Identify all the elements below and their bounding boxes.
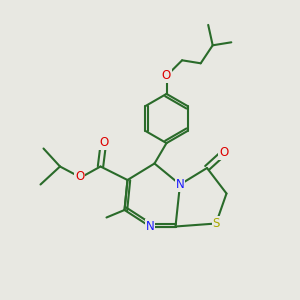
Text: O: O bbox=[162, 69, 171, 82]
Text: O: O bbox=[219, 146, 228, 160]
Text: N: N bbox=[146, 220, 154, 233]
Text: N: N bbox=[176, 178, 184, 191]
Text: O: O bbox=[99, 136, 108, 149]
Text: O: O bbox=[75, 170, 84, 184]
Text: S: S bbox=[212, 217, 220, 230]
